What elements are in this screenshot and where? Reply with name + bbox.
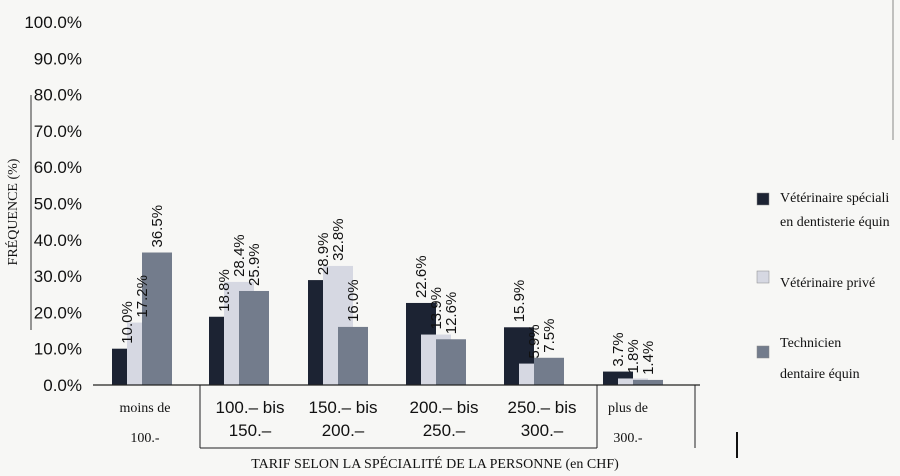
y-tick-label: 50.0% bbox=[34, 195, 82, 214]
category-label: 250.– bbox=[423, 421, 466, 440]
bars bbox=[112, 252, 663, 385]
legend-label: dentaire équin bbox=[780, 367, 860, 382]
category-label: 150.– bbox=[229, 421, 272, 440]
category-label: 300.- bbox=[613, 431, 643, 446]
y-axis-title: FRÉQUENCE (%) bbox=[4, 158, 21, 265]
legend-label: en dentisterie équin bbox=[780, 215, 890, 230]
data-label: 25.9% bbox=[246, 243, 263, 286]
y-tick-label: 20.0% bbox=[34, 303, 82, 322]
x-axis-title: TARIF SELON LA SPÉCIALITÉ DE LA PERSONNE… bbox=[251, 455, 619, 472]
x-axis-categories: moins de 100.- 100.– bis 150.– 150.– bis 200.… bbox=[120, 398, 649, 446]
y-tick-label: 60.0% bbox=[34, 158, 82, 177]
category-label: 250.– bis bbox=[508, 398, 577, 417]
legend-label: Technicien bbox=[780, 336, 841, 351]
bar bbox=[633, 379, 663, 385]
legend-label: Vétérinaire spéciali bbox=[780, 191, 889, 206]
y-axis-ticks: 100.0% 90.0% 80.0% 70.0% 60.0% 50.0% 40.0% 30.0… bbox=[24, 13, 82, 395]
data-label: 13.9% bbox=[428, 287, 445, 330]
category-label: 100.– bis bbox=[216, 398, 285, 417]
y-tick-label: 80.0% bbox=[34, 86, 82, 105]
bar bbox=[239, 290, 269, 385]
bar bbox=[338, 326, 368, 385]
data-label: 12.6% bbox=[443, 292, 460, 335]
data-label: 10.0% bbox=[119, 301, 136, 344]
data-label: 1.8% bbox=[625, 339, 642, 373]
y-tick-label: 70.0% bbox=[34, 122, 82, 141]
y-tick-label: 30.0% bbox=[34, 267, 82, 286]
y-tick-label: 0.0% bbox=[43, 376, 82, 395]
data-label: 17.2% bbox=[134, 275, 151, 318]
data-label: 5.9% bbox=[526, 324, 543, 358]
legend-label: Vétérinaire privé bbox=[780, 276, 875, 291]
data-label: 28.9% bbox=[315, 233, 332, 276]
data-label: 28.4% bbox=[231, 234, 248, 277]
category-label: 100.- bbox=[130, 431, 160, 446]
category-label: plus de bbox=[608, 401, 648, 416]
bar bbox=[534, 357, 564, 385]
legend-swatch bbox=[756, 192, 770, 206]
data-label: 3.7% bbox=[610, 332, 627, 366]
legend-swatch bbox=[756, 345, 770, 359]
category-label: moins de bbox=[120, 401, 171, 416]
data-label: 32.8% bbox=[330, 218, 347, 261]
category-label: 200.– bis bbox=[410, 398, 479, 417]
y-tick-label: 40.0% bbox=[34, 231, 82, 250]
category-label: 300.– bbox=[521, 421, 564, 440]
legend-swatch bbox=[756, 270, 770, 284]
data-labels: 10.0% 18.8% 28.9% 22.6% 15.9% 3.7% 17.2% 28.4% 3… bbox=[119, 205, 657, 375]
category-label: 150.– bis bbox=[309, 398, 378, 417]
data-label: 22.6% bbox=[413, 255, 430, 298]
data-label: 1.4% bbox=[640, 341, 657, 375]
y-tick-label: 10.0% bbox=[34, 340, 82, 359]
bar bbox=[436, 339, 466, 385]
data-label: 18.8% bbox=[216, 269, 233, 312]
legend: Vétérinaire spéciali en dentisterie équin… bbox=[756, 191, 890, 382]
data-label: 15.9% bbox=[511, 280, 528, 323]
data-label: 16.0% bbox=[345, 279, 362, 322]
y-tick-label: 90.0% bbox=[34, 49, 82, 68]
category-label: 200.– bbox=[322, 421, 365, 440]
bar bbox=[142, 252, 172, 385]
y-tick-label: 100.0% bbox=[24, 13, 82, 32]
axes bbox=[30, 0, 894, 458]
data-label: 7.5% bbox=[541, 319, 558, 353]
data-label: 36.5% bbox=[149, 205, 166, 248]
